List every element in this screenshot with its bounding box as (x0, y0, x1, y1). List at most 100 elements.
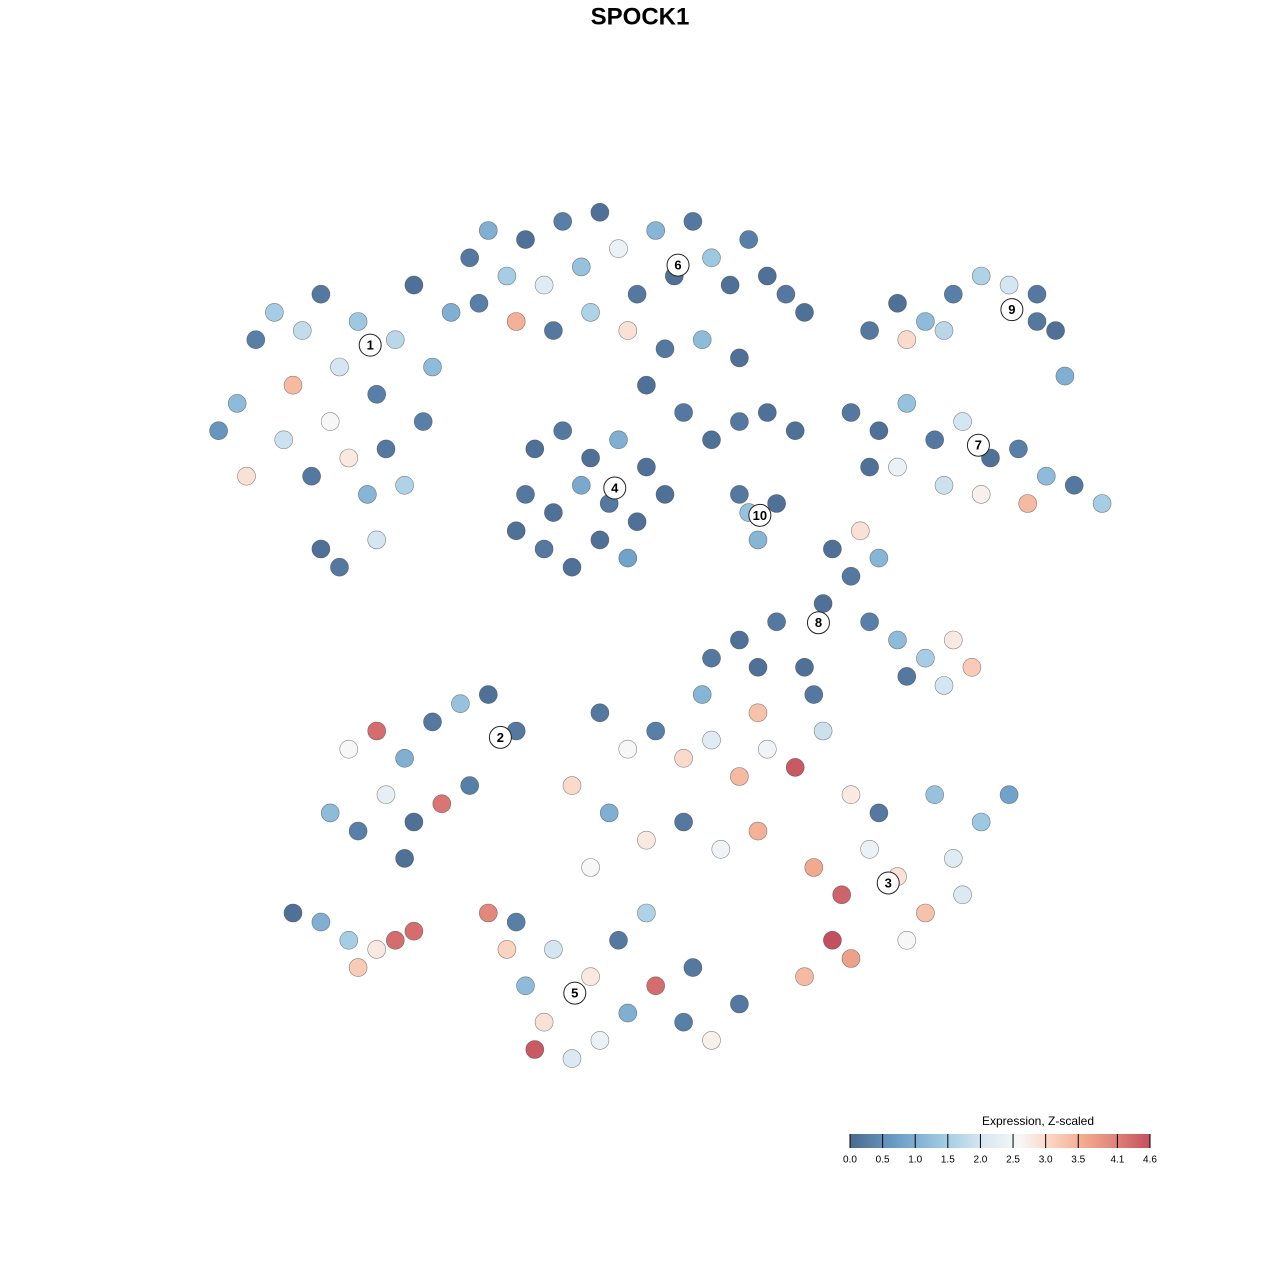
chart-title: SPOCK1 (591, 3, 690, 30)
colorbar-tick-label: 1.5 (941, 1155, 955, 1166)
cell-point (609, 930, 628, 950)
cell-point (683, 212, 703, 231)
cell-point (534, 539, 554, 559)
cell-point (385, 930, 405, 950)
cell-point (674, 1012, 693, 1032)
cell-point (674, 403, 693, 422)
cell-point (395, 748, 414, 768)
cell-point (1046, 321, 1065, 340)
cell-point (655, 485, 675, 504)
colorbar-tick-label: 0.5 (876, 1155, 890, 1166)
cell-point (581, 858, 600, 877)
cell-point (460, 776, 480, 795)
cluster-label: 9 (1008, 302, 1015, 317)
cell-point (451, 694, 470, 714)
cell-point (506, 912, 526, 932)
cell-point (627, 284, 647, 304)
cell-point (506, 521, 526, 541)
cell-point (581, 448, 600, 468)
cell-point (767, 494, 786, 513)
cell-point (730, 767, 749, 786)
cell-point (869, 548, 889, 568)
cell-point (590, 1031, 610, 1050)
cell-point (553, 421, 573, 441)
cell-point (478, 685, 498, 704)
cell-point (385, 330, 405, 350)
cell-point (404, 275, 424, 295)
cell-point (330, 557, 349, 577)
cell-point (581, 967, 600, 987)
cell-point (590, 703, 610, 723)
cell-point (748, 530, 768, 550)
cluster-label-bg (876, 871, 900, 895)
cell-point (841, 566, 861, 586)
cell-point (888, 630, 907, 650)
cell-point (1018, 494, 1037, 513)
cell-point (609, 430, 628, 450)
cell-point (730, 630, 749, 650)
cell-point (916, 648, 935, 668)
cell-point (637, 375, 656, 395)
cell-point (330, 357, 349, 377)
cell-point (860, 457, 879, 477)
cell-point (925, 785, 945, 805)
cell-point (823, 539, 842, 559)
cell-point (860, 839, 879, 859)
cell-point (720, 275, 740, 295)
cell-point (590, 203, 610, 222)
cell-point (757, 403, 777, 422)
cell-point (367, 940, 387, 959)
colorbar-tick-label: 3.0 (1039, 1155, 1053, 1166)
cell-point (618, 1003, 638, 1023)
colorbar-tick-label: 4.6 (1143, 1155, 1157, 1166)
cluster-label-bg (806, 611, 830, 635)
cell-point (246, 330, 266, 350)
cell-point (516, 485, 535, 504)
cell-point (516, 976, 535, 996)
cell-point (423, 712, 442, 732)
cell-point (562, 1049, 582, 1068)
cluster-label: 10 (753, 508, 767, 523)
colorbar-tick-label: 2.0 (973, 1155, 987, 1166)
cell-point (265, 303, 284, 322)
cell-point (497, 940, 517, 959)
cell-point (934, 321, 954, 340)
cell-point (730, 485, 749, 504)
cell-point (320, 803, 340, 823)
cell-point (646, 721, 666, 741)
cell-point (618, 548, 638, 568)
cell-point (497, 266, 517, 286)
cell-point (971, 812, 991, 832)
cell-point (692, 685, 712, 704)
cell-point (311, 539, 331, 559)
cell-point (506, 312, 526, 331)
cell-point (730, 348, 749, 368)
cell-point (478, 221, 498, 240)
cell-point (348, 821, 368, 841)
cell-point (832, 885, 852, 905)
cell-point (395, 849, 414, 868)
cell-point (971, 485, 991, 504)
cell-point (646, 221, 666, 240)
cell-point (785, 758, 805, 777)
cell-point (934, 676, 954, 695)
cell-point (571, 475, 591, 495)
cell-point (358, 485, 377, 504)
cell-point (888, 457, 907, 477)
cell-point (757, 266, 777, 286)
cluster-label: 7 (975, 438, 982, 453)
cell-point (646, 976, 666, 996)
cluster-label-bg (603, 476, 627, 500)
cell-point (237, 466, 256, 486)
cell-point (283, 903, 303, 923)
colorbar-tick-label: 4.1 (1110, 1155, 1124, 1166)
cell-point (302, 466, 321, 486)
cell-point (544, 503, 563, 522)
cluster-label: 8 (815, 615, 822, 630)
cell-point (897, 930, 917, 950)
cell-point (655, 339, 675, 359)
cluster-label-bg (666, 253, 690, 277)
colorbar-tick-label: 0.0 (843, 1155, 857, 1166)
cell-point (804, 685, 824, 704)
colorbar-title: Expression, Z-scaled (982, 1114, 1094, 1128)
